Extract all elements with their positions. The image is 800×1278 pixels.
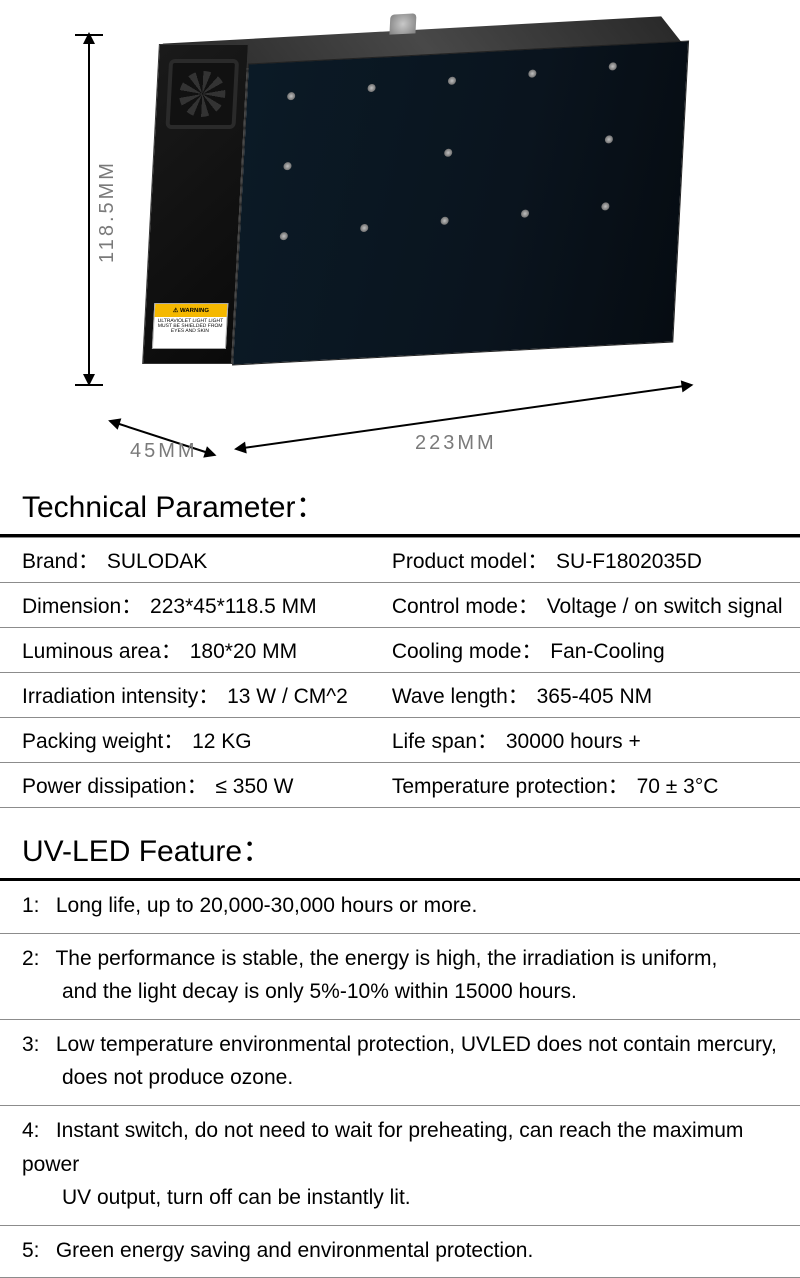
table-row: Power dissipation： ≤ 350 WTemperature pr… — [0, 763, 800, 808]
feature-row: 5: Green energy saving and environmental… — [0, 1226, 800, 1278]
warning-title: ⚠ WARNING — [155, 304, 228, 317]
table-row: Irradiation intensity： 13 W / CM^2Wave l… — [0, 673, 800, 718]
device-illustration: ⚠ WARNING ULTRAVIOLET LIGHT LIGHT MUST B… — [141, 44, 699, 384]
feature-list: 1: Long life, up to 20,000-30,000 hours … — [0, 881, 800, 1278]
height-label: 118.5MM — [96, 160, 119, 263]
spec-table: Brand： SULODAKProduct model： SU-F1802035… — [0, 537, 800, 808]
warning-body: ULTRAVIOLET LIGHT LIGHT MUST BE SHIELDED… — [153, 317, 227, 348]
spec-cell: Dimension： 223*45*118.5 MM — [0, 583, 370, 628]
feature-row: 2: The performance is stable, the energy… — [0, 934, 800, 1020]
depth-label: 45MM — [130, 440, 198, 463]
tech-title-text: Technical Parameter — [22, 491, 295, 524]
warning-label: ⚠ WARNING ULTRAVIOLET LIGHT LIGHT MUST B… — [152, 303, 228, 349]
feature-row: 4: Instant switch, do not need to wait f… — [0, 1106, 800, 1226]
spec-cell: Wave length： 365-405 NM — [370, 673, 800, 718]
table-row: Dimension： 223*45*118.5 MMControl mode： … — [0, 583, 800, 628]
feature-title-text: UV-LED Feature — [22, 835, 242, 868]
spec-cell: Power dissipation： ≤ 350 W — [0, 763, 370, 808]
spec-cell: Control mode： Voltage / on switch signal — [370, 583, 800, 628]
tech-title: Technical Parameter： — [0, 470, 800, 537]
fan-icon — [165, 59, 239, 129]
spec-cell: Cooling mode： Fan-Cooling — [370, 628, 800, 673]
spec-cell: Packing weight： 12 KG — [0, 718, 370, 763]
height-arrow — [88, 34, 90, 384]
feature-title: UV-LED Feature： — [0, 814, 800, 881]
spec-cell: Brand： SULODAK — [0, 538, 370, 583]
feature-row: 3: Low temperature environmental protect… — [0, 1020, 800, 1106]
table-row: Luminous area： 180*20 MMCooling mode： Fa… — [0, 628, 800, 673]
spec-cell: Temperature protection： 70 ± 3°C — [370, 763, 800, 808]
spec-cell: Life span： 30000 hours + — [370, 718, 800, 763]
feature-row: 1: Long life, up to 20,000-30,000 hours … — [0, 881, 800, 934]
product-diagram: 118.5MM 45MM 223MM ⚠ WARNING ULTRAVIOLET… — [0, 0, 800, 470]
spec-cell: Product model： SU-F1802035D — [370, 538, 800, 583]
table-row: Brand： SULODAKProduct model： SU-F1802035… — [0, 538, 800, 583]
spec-cell: Irradiation intensity： 13 W / CM^2 — [0, 673, 370, 718]
width-label: 223MM — [415, 432, 497, 455]
spec-cell: Luminous area： 180*20 MM — [0, 628, 370, 673]
table-row: Packing weight： 12 KGLife span： 30000 ho… — [0, 718, 800, 763]
